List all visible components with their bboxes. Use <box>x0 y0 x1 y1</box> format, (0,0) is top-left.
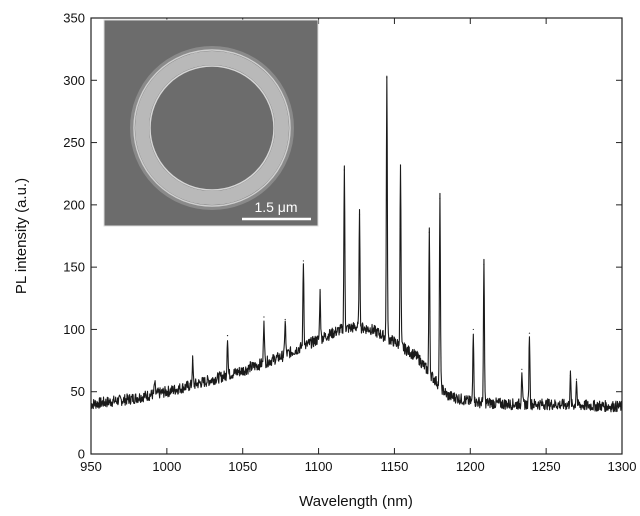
x-tick-label: 1000 <box>152 459 181 474</box>
plot-area-frame <box>90 17 623 455</box>
spectrum-line <box>90 75 623 413</box>
x-axis-ticks: 950 1000 1050 1100 1150 1200 1250 1300 <box>80 18 636 474</box>
y-tick-label: 0 <box>78 447 85 462</box>
y-tick-label: 200 <box>63 197 85 212</box>
peak-point <box>249 366 251 368</box>
y-tick-label: 300 <box>63 73 85 88</box>
peak-point <box>575 378 578 380</box>
peak-point <box>284 318 286 321</box>
peak-point <box>302 260 304 262</box>
x-tick-label: 1200 <box>456 459 485 474</box>
peak-point <box>154 382 156 384</box>
sem-inset: 1.5 μm <box>103 19 319 227</box>
y-tick-label: 350 <box>63 11 85 26</box>
microring-inner-edge <box>149 65 275 191</box>
peak-point <box>343 169 345 171</box>
peak-point <box>358 214 361 216</box>
spectrum-group <box>90 75 623 413</box>
microring-outer-edge <box>133 49 291 207</box>
microring-image <box>135 51 289 205</box>
peak-point <box>521 368 523 370</box>
peak-point <box>483 264 485 266</box>
y-tick-label: 250 <box>63 135 85 150</box>
peak-point <box>428 231 430 233</box>
peak-point <box>399 164 402 166</box>
y-tick-label: 100 <box>63 322 85 337</box>
x-tick-label: 1250 <box>532 459 561 474</box>
y-axis-ticks: 0 50 100 150 200 250 300 350 <box>63 11 622 462</box>
x-tick-label: 1050 <box>228 459 257 474</box>
peak-point <box>386 77 388 79</box>
x-axis-title: Wavelength (nm) <box>299 493 413 510</box>
peak-point <box>226 335 229 337</box>
y-axis-title: PL intensity (a.u.) <box>13 178 30 294</box>
peak-point <box>472 328 474 331</box>
peak-point <box>319 291 321 293</box>
peak-point <box>192 359 194 362</box>
x-tick-label: 1300 <box>608 459 637 474</box>
peak-point <box>439 198 441 200</box>
x-tick-label: 1100 <box>305 459 333 474</box>
peak-point <box>528 332 531 334</box>
x-tick-label: 950 <box>80 459 102 474</box>
microring-outer-halo <box>130 46 294 210</box>
scale-bar-label: 1.5 μm <box>254 199 297 215</box>
x-tick-label: 1150 <box>380 459 408 474</box>
y-tick-label: 50 <box>71 384 85 399</box>
y-tick-label: 150 <box>63 260 85 275</box>
peak-point <box>263 316 265 318</box>
peak-point <box>569 374 572 377</box>
